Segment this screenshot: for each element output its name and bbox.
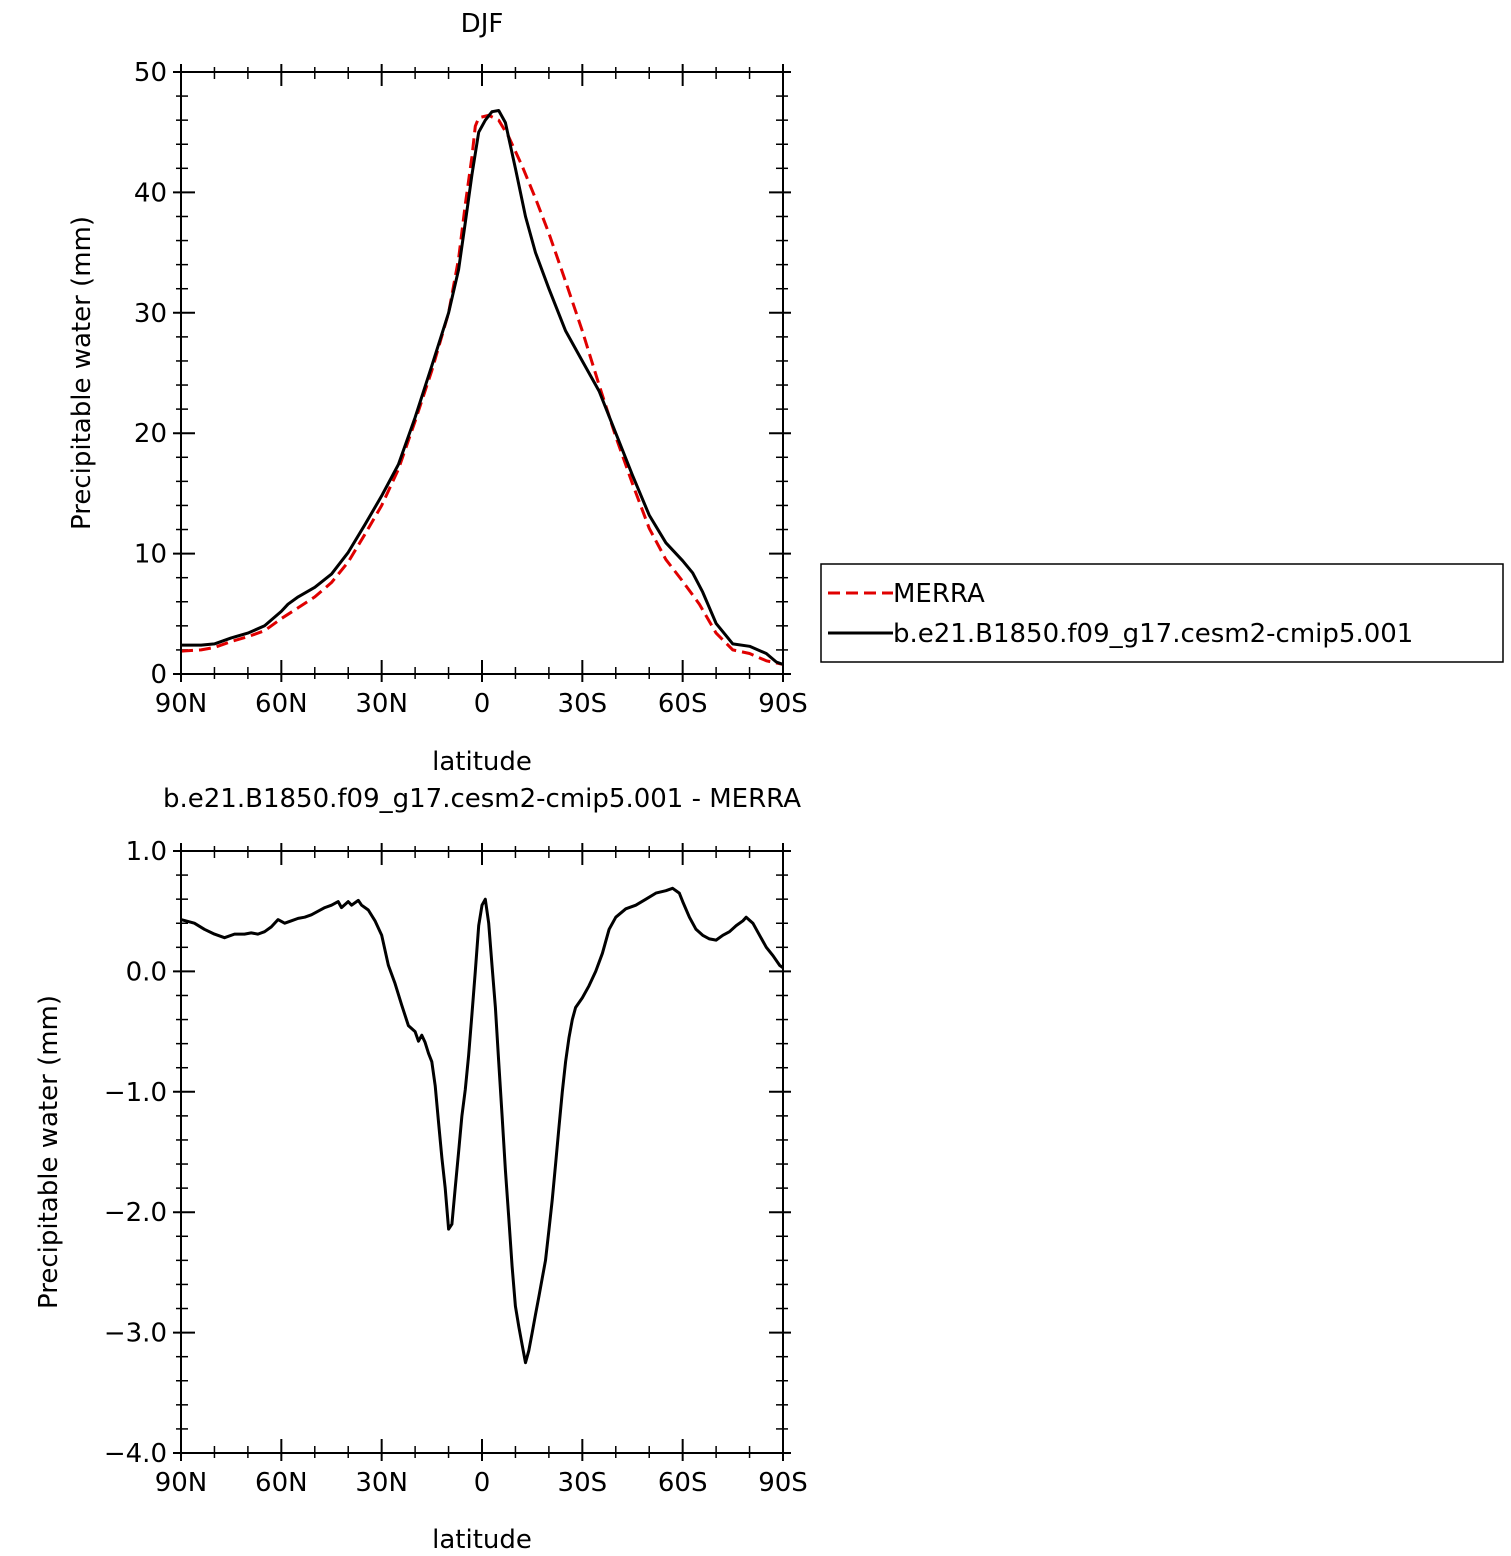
y-tick-label: 50 — [134, 58, 167, 88]
series-line-0 — [180, 113, 784, 666]
top-x-axis-label: latitude — [432, 747, 532, 777]
bottom-chart-ticks — [173, 843, 791, 1461]
bottom-panel: b.e21.B1850.f09_g17.cesm2-cmip5.001 - ME… — [34, 784, 808, 1555]
top-chart-title: DJF — [461, 9, 504, 39]
x-tick-label: 30S — [558, 689, 608, 719]
legend: MERRA b.e21.B1850.f09_g17.cesm2-cmip5.00… — [820, 563, 1504, 663]
y-tick-label: −3.0 — [104, 1319, 167, 1349]
legend-box — [820, 563, 1504, 663]
y-tick-label: 20 — [134, 419, 167, 449]
x-tick-label: 0 — [474, 1468, 491, 1498]
bottom-chart-tick-labels: 90N 60N 30N 0 30S 60S 90S 1.0 0.0 −1.0 −2.0 −3.0 −4.… — [104, 837, 808, 1498]
bottom-chart-series — [180, 886, 784, 1365]
legend-label-model: b.e21.B1850.f09_g17.cesm2-cmip5.001 — [893, 619, 1413, 649]
x-tick-label: 60N — [255, 1468, 308, 1498]
series-line-1 — [181, 109, 784, 666]
top-panel: DJF 90N 60N 30N 0 30S 60S 90S 0 10 20 30 40 50 latit… — [67, 9, 808, 777]
x-tick-label: 0 — [474, 689, 491, 719]
legend-label-merra: MERRA — [893, 579, 985, 609]
y-tick-label: −4.0 — [104, 1439, 167, 1469]
y-tick-label: 30 — [134, 299, 167, 329]
x-tick-label: 30N — [355, 1468, 408, 1498]
bottom-y-axis-label: Precipitable water (mm) — [34, 995, 64, 1309]
bottom-plot-frame — [180, 850, 784, 1454]
top-plot-frame — [180, 71, 784, 675]
y-tick-label: 0.0 — [126, 957, 167, 987]
top-chart-tick-labels: 90N 60N 30N 0 30S 60S 90S 0 10 20 30 40 50 — [134, 58, 808, 719]
y-tick-label: −1.0 — [104, 1078, 167, 1108]
top-chart-ticks — [173, 64, 791, 682]
bottom-x-axis-label: latitude — [432, 1525, 532, 1555]
x-tick-label: 60S — [658, 1468, 708, 1498]
x-tick-label: 90S — [758, 1468, 808, 1498]
x-tick-label: 30S — [558, 1468, 608, 1498]
series-line-0 — [180, 886, 784, 1365]
y-tick-label: 0 — [150, 660, 167, 690]
x-tick-label: 90S — [758, 689, 808, 719]
x-tick-label: 90N — [155, 1468, 208, 1498]
x-tick-label: 30N — [355, 689, 408, 719]
top-chart-series — [180, 109, 784, 666]
y-tick-label: −2.0 — [104, 1198, 167, 1228]
y-tick-label: 40 — [134, 178, 167, 208]
y-tick-label: 1.0 — [126, 837, 167, 867]
x-tick-label: 60S — [658, 689, 708, 719]
x-tick-label: 90N — [155, 689, 208, 719]
y-tick-label: 10 — [134, 540, 167, 570]
bottom-chart-title: b.e21.B1850.f09_g17.cesm2-cmip5.001 - ME… — [163, 784, 801, 814]
x-tick-label: 60N — [255, 689, 308, 719]
top-y-axis-label: Precipitable water (mm) — [67, 216, 97, 530]
